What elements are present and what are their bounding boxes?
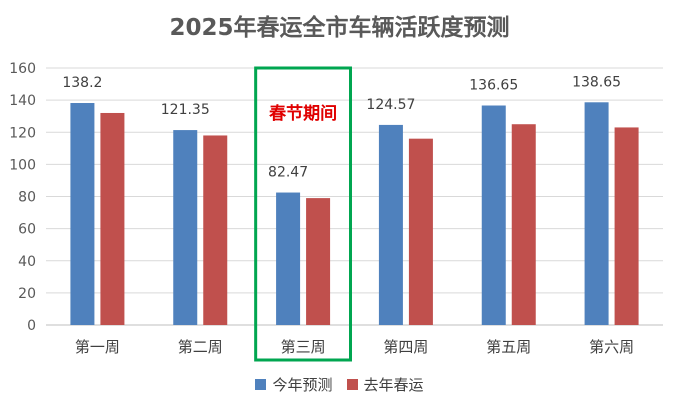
x-category-label-5: 第五周	[486, 338, 531, 356]
chart-title: 2025年春运全市车辆活跃度预测	[169, 15, 510, 41]
legend-item-series-1: 今年预测	[255, 374, 333, 395]
legend-swatch-series-2	[346, 379, 358, 390]
data-labels: 138.2 121.35 82.47 124.57 136.65 138.65	[62, 74, 621, 180]
y-tick-label: 20	[18, 286, 36, 302]
data-label-3: 82.47	[268, 165, 308, 181]
data-label-2: 121.35	[161, 102, 210, 118]
x-category-label-4: 第四周	[383, 338, 428, 356]
bar-forecast-1	[70, 103, 95, 325]
x-category-label-1: 第一周	[75, 338, 120, 356]
y-tick-label: 0	[27, 318, 36, 334]
data-label-1: 138.2	[62, 75, 102, 91]
highlight-annotation: 春节期间	[254, 66, 353, 362]
legend: 今年预测 去年春运	[0, 374, 679, 395]
bar-forecast-5	[481, 105, 506, 325]
legend-swatch-series-1	[255, 379, 267, 390]
bar-last-year-5	[511, 124, 536, 325]
highlight-label: 春节期间	[269, 103, 337, 124]
y-tick-label: 120	[9, 125, 36, 141]
legend-label-series-1: 今年预测	[272, 376, 333, 394]
y-tick-label: 160	[9, 61, 36, 77]
y-tick-label: 60	[18, 222, 36, 238]
x-axis-categories: 第一周 第二周 第三周 第四周 第五周 第六周	[75, 338, 634, 356]
highlight-box	[254, 66, 353, 362]
legend-label-series-2: 去年春运	[363, 376, 424, 394]
bar-last-year-2	[203, 135, 228, 325]
x-category-label-2: 第二周	[178, 338, 223, 356]
bars	[70, 102, 639, 326]
bar-last-year-1	[100, 112, 125, 325]
x-category-label-6: 第六周	[589, 338, 634, 356]
gridlines	[46, 67, 663, 326]
bar-last-year-6	[614, 127, 639, 326]
y-tick-label: 40	[18, 254, 36, 270]
bar-forecast-4	[378, 124, 403, 325]
bar-last-year-4	[408, 138, 433, 325]
bar-forecast-3	[276, 192, 301, 325]
data-label-5: 136.65	[469, 78, 518, 94]
bar-last-year-3	[306, 198, 331, 325]
y-tick-label: 140	[9, 93, 36, 109]
data-label-4: 124.57	[366, 97, 415, 113]
y-tick-label: 80	[18, 190, 36, 206]
bar-forecast-2	[173, 130, 198, 325]
x-category-label-3: 第三周	[281, 338, 326, 356]
data-label-6: 138.65	[572, 74, 621, 90]
bar-forecast-6	[584, 102, 609, 326]
y-axis-ticks: 0 20 40 60 80 100 120 140 160	[9, 61, 36, 334]
y-tick-label: 100	[9, 157, 36, 173]
legend-item-series-2: 去年春运	[346, 374, 424, 395]
